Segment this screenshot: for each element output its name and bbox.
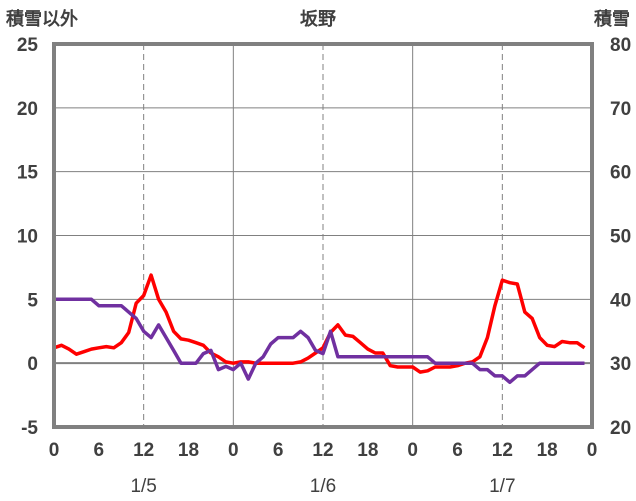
left-axis-label: 積雪以外 — [6, 9, 78, 29]
x-tick-label: 12 — [312, 440, 333, 461]
left-axis-ticks: 25 20 15 10 5 0 -5 — [17, 35, 39, 439]
left-tick-label: -5 — [21, 418, 38, 439]
left-tick-label: 15 — [17, 163, 39, 184]
x-tick-label: 0 — [228, 440, 239, 461]
left-tick-label: 20 — [17, 99, 38, 120]
x-tick-label: 12 — [492, 440, 513, 461]
plot-frame — [52, 42, 594, 429]
x-tick-label: 18 — [178, 440, 199, 461]
right-axis-label: 積雪 — [594, 9, 630, 29]
x-tick-label: 18 — [537, 440, 558, 461]
right-axis-ticks: 80 70 60 50 40 30 20 — [610, 35, 631, 439]
x-tick-label: 0 — [407, 440, 418, 461]
right-tick-label: 40 — [610, 290, 631, 311]
series-line-right-axis — [54, 297, 585, 385]
x-tick-label: 6 — [452, 440, 463, 461]
left-tick-label: 25 — [17, 35, 39, 56]
x-tick-label: 6 — [94, 440, 105, 461]
right-tick-label: 20 — [610, 418, 631, 439]
left-tick-label: 10 — [17, 227, 38, 248]
day-label: 1/5 — [130, 476, 156, 497]
day-label: 1/6 — [310, 476, 336, 497]
x-tick-label: 18 — [357, 440, 378, 461]
chart-title: 坂野 — [300, 9, 336, 29]
right-tick-label: 70 — [610, 99, 631, 120]
right-tick-label: 50 — [610, 227, 631, 248]
day-labels: 1/5 1/6 1/7 — [130, 476, 515, 497]
series-layer — [53, 273, 586, 385]
right-tick-label: 30 — [610, 354, 631, 375]
left-tick-label: 0 — [27, 354, 38, 375]
x-tick-label: 0 — [587, 440, 598, 461]
left-tick-label: 5 — [27, 290, 38, 311]
x-tick-label: 0 — [49, 440, 60, 461]
right-tick-label: 80 — [610, 35, 631, 56]
day-label: 1/7 — [489, 476, 515, 497]
x-tick-label: 12 — [133, 440, 154, 461]
right-tick-label: 60 — [610, 163, 631, 184]
x-tick-label: 6 — [273, 440, 284, 461]
series-line-left-axis — [53, 273, 586, 374]
x-axis-ticks: 0 6 12 18 0 6 12 18 0 6 12 18 0 — [49, 440, 598, 461]
